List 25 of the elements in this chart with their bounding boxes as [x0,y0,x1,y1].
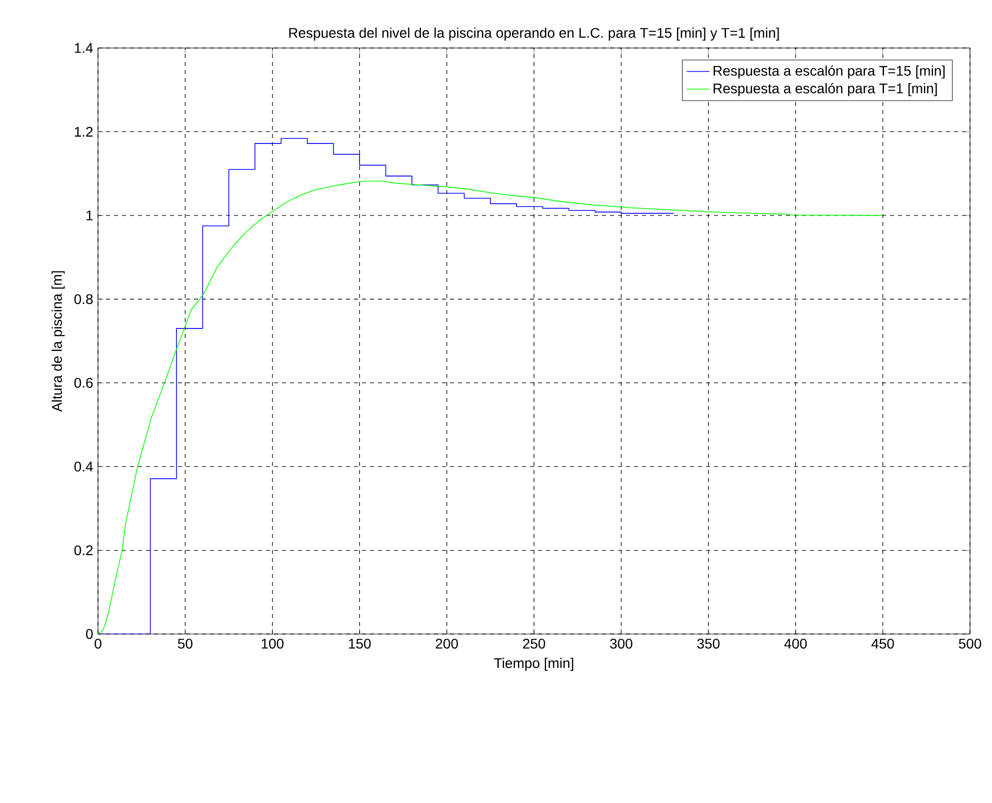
x-tick-label: 50 [178,638,192,649]
y-tick-label: 1.4 [74,43,93,53]
chart-title: Respuesta del nivel de la piscina operando en L.C. para T=15 [min] y T=1 [min] [289,28,779,41]
legend-label: Respuesta a escalón para T=15 [min] [714,65,945,79]
y-tick-label: 1.2 [74,126,93,137]
x-tick-label: 350 [697,638,720,649]
x-tick-label: 450 [871,638,894,649]
y-tick-label: 0.8 [74,294,93,304]
line-series [98,180,884,634]
x-tick-label: 400 [784,638,807,649]
x-tick-label: 100 [262,638,284,649]
legend-label: Respuesta a escalón para T=1 [min] [714,82,937,96]
x-tick-label: 250 [523,638,546,649]
y-tick-label: 0.6 [74,378,93,388]
y-tick-label: 0 [86,629,93,639]
y-tick-label: 0.2 [74,545,93,556]
x-tick-label: 200 [436,638,458,649]
x-axis-title: Tiempo [min] [494,658,574,671]
y-tick-label: 1 [86,210,93,220]
y-axis-title: Altura de la piscina [m] [52,271,65,412]
y-tick-label: 0.4 [74,462,93,472]
x-tick-label: 500 [958,638,982,649]
x-tick-label: 150 [348,638,371,649]
x-tick-label: 300 [610,638,632,649]
x-tick-label: 0 [94,638,102,649]
